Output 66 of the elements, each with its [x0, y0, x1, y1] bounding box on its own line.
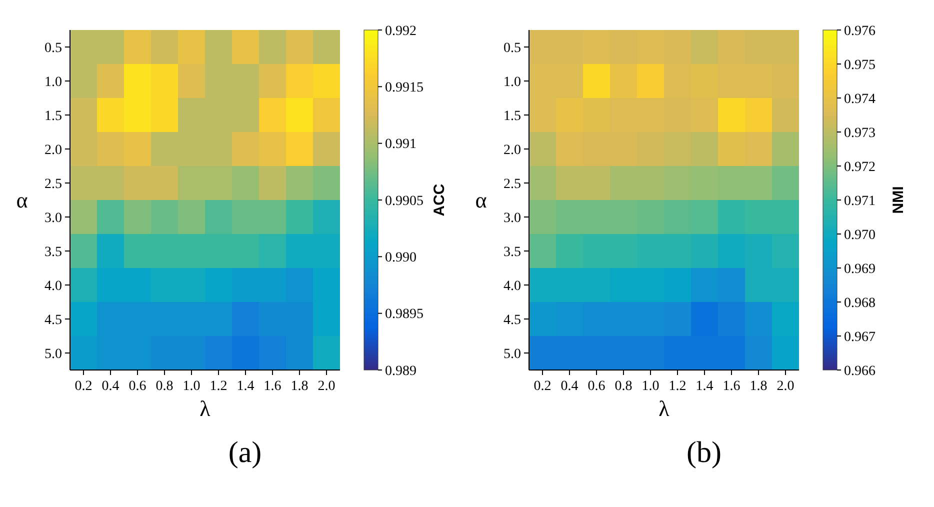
- y-tick-label: 2.0: [504, 142, 521, 158]
- color-bar-title: NMI: [890, 186, 907, 214]
- x-tick-label: 1.0: [182, 379, 200, 394]
- x-tick-label: 0.2: [534, 379, 552, 394]
- color-bar-label: 0.970: [844, 228, 876, 243]
- x-tick-label: 1.0: [642, 379, 660, 394]
- text: (a): [228, 436, 262, 469]
- y-tick-label: 2.5: [504, 176, 521, 192]
- color-bar-title: ACC: [431, 184, 448, 216]
- x-tick-label: 0.8: [614, 379, 632, 394]
- y-tick-label: 4.0: [504, 278, 521, 294]
- color-bar-label: 0.990: [385, 250, 416, 266]
- y-tick-label: 3.5: [44, 244, 62, 260]
- y-tick-label: 3.0: [504, 210, 521, 226]
- x-tick-label: 1.8: [750, 379, 768, 394]
- x-axis-title: λ: [658, 396, 670, 421]
- y-tick-label: 5.0: [504, 346, 521, 362]
- y-tick-label: 3.5: [504, 244, 521, 260]
- y-tick-label: 4.0: [44, 278, 62, 294]
- x-tick-label: 0.6: [588, 379, 606, 394]
- color-bar-label: 0.992: [385, 24, 416, 39]
- x-tick-label: 2.0: [318, 379, 336, 394]
- color-bar-label: 0.968: [844, 296, 876, 311]
- y-tick-label: 5.0: [44, 346, 62, 362]
- x-tick-label: 1.2: [210, 379, 228, 394]
- y-axis-title: α: [475, 188, 488, 213]
- x-tick-label: 1.6: [722, 379, 740, 394]
- y-tick-label: 1.5: [44, 108, 62, 124]
- color-bar-label: 0.991: [385, 137, 416, 152]
- y-tick-label: 1.0: [44, 74, 62, 90]
- x-tick-label: 1.8: [290, 379, 308, 394]
- color-bar-label: 0.969: [844, 262, 876, 277]
- x-tick-label: 0.6: [128, 379, 146, 394]
- color-bar-label: 0.9905: [385, 194, 424, 209]
- x-tick-label: 1.4: [236, 379, 254, 394]
- x-tick-label: 0.4: [560, 379, 578, 394]
- y-tick-label: 2.0: [44, 142, 62, 158]
- x-tick-label: 2.0: [776, 379, 794, 394]
- y-tick-label: 4.5: [504, 312, 521, 328]
- x-axis-title: λ: [200, 396, 211, 421]
- color-bar-label: 0.974: [844, 92, 876, 107]
- y-tick-label: 4.5: [44, 312, 62, 328]
- color-bar-label: 0.9895: [385, 307, 424, 322]
- x-tick-label: 1.2: [668, 379, 686, 394]
- color-bar-label: 0.989: [385, 364, 416, 379]
- y-axis-title: α: [16, 188, 28, 213]
- text: (b): [686, 436, 722, 469]
- color-bar-label: 0.971: [844, 194, 876, 209]
- color-bar-label: 0.975: [844, 58, 876, 73]
- x-tick-label: 1.6: [264, 379, 282, 394]
- y-tick-label: 2.5: [44, 176, 62, 192]
- color-bar-label: 0.972: [844, 160, 876, 175]
- y-tick-label: 3.0: [44, 210, 62, 226]
- y-tick-label: 0.5: [44, 40, 62, 56]
- color-bar-label: 0.966: [844, 364, 876, 379]
- color-bar-label: 0.976: [844, 24, 876, 39]
- x-tick-label: 0.8: [156, 379, 174, 394]
- y-tick-label: 1.0: [504, 74, 521, 90]
- color-bar-label: 0.9915: [385, 80, 424, 96]
- color-bar-label: 0.967: [844, 330, 876, 345]
- color-bar-label: 0.973: [844, 126, 876, 141]
- x-tick-label: 0.2: [74, 379, 92, 394]
- y-tick-label: 0.5: [504, 40, 521, 56]
- y-tick-label: 1.5: [504, 108, 521, 124]
- x-tick-label: 0.4: [102, 379, 120, 394]
- x-tick-label: 1.4: [696, 379, 714, 394]
